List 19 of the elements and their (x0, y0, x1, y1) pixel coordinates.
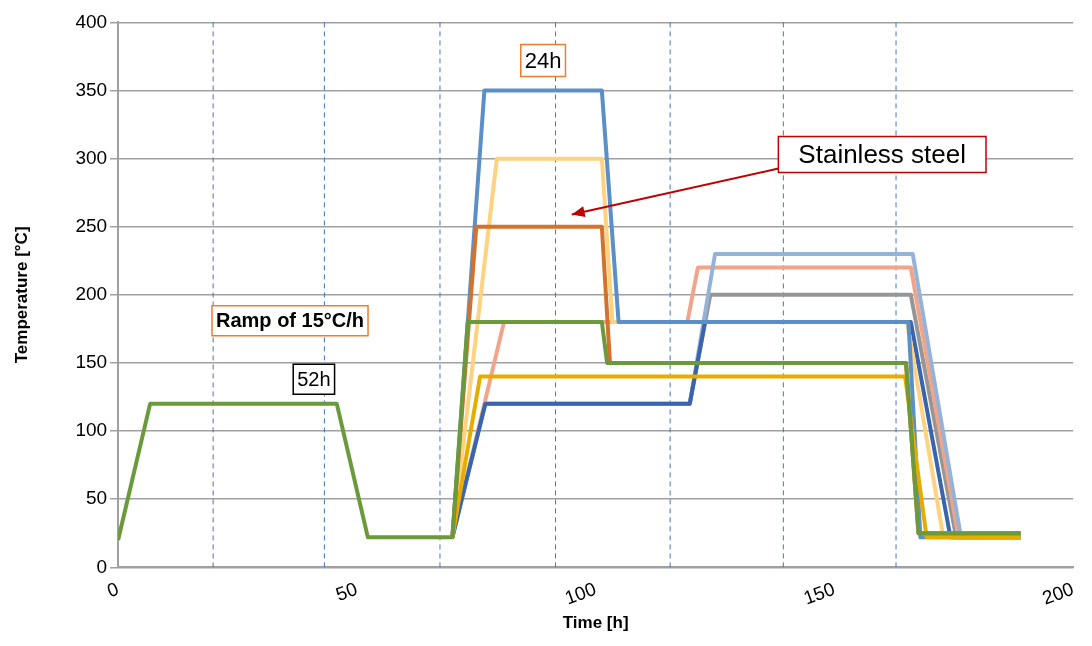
y-tick-label: 150 (75, 351, 108, 373)
y-tick-label: 400 (75, 10, 108, 32)
annotation: Stainless steel (798, 138, 967, 169)
y-tick-label: 0 (96, 555, 108, 577)
x-tick-label: 150 (800, 577, 838, 609)
y-tick-label: 200 (75, 283, 108, 305)
x-tick-label: 200 (1039, 577, 1077, 609)
annotation: 52h (297, 367, 331, 390)
x-tick-label: 100 (561, 577, 599, 609)
y-tick-label: 350 (75, 78, 108, 100)
y-tick-label: 50 (85, 487, 108, 509)
x-tick-label: 50 (332, 577, 361, 605)
annotation: 24h (524, 47, 562, 73)
annotation: Ramp of 15°C/h (216, 309, 365, 332)
y-tick-label: 100 (75, 419, 108, 441)
y-tick-label: 250 (75, 214, 108, 236)
x-axis-title: Time [h] (562, 613, 629, 633)
y-tick-label: 300 (75, 146, 108, 168)
y-axis-title: Temperature [°C] (11, 226, 31, 364)
